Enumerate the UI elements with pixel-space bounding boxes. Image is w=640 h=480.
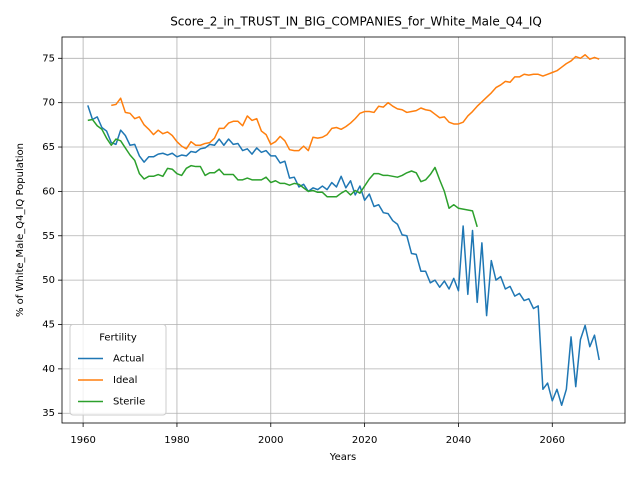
x-tick-label: 1980 [164, 435, 189, 446]
y-tick-label: 55 [42, 231, 55, 242]
data-line [111, 54, 600, 152]
data-line [87, 105, 600, 406]
y-tick-label: 75 [42, 53, 55, 64]
legend-box [69, 324, 167, 416]
legend: Fertility Actual Ideal Sterile [69, 324, 167, 416]
y-axis-label: % of White_Male_Q4_IQ Population [15, 143, 26, 317]
legend-label: Ideal [113, 375, 137, 386]
x-tick-label: 2020 [352, 435, 377, 446]
y-tick-label: 65 [42, 142, 55, 153]
x-tick-label: 1960 [70, 435, 95, 446]
y-tick-label: 45 [42, 320, 55, 331]
legend-label: Sterile [113, 397, 145, 408]
y-tick-label: 35 [42, 408, 55, 419]
y-tick-label: 70 [42, 98, 55, 109]
y-tick-label: 60 [42, 186, 55, 197]
x-tick-label: 2000 [258, 435, 283, 446]
axes-frame [61, 36, 626, 424]
x-axis-label: Years [329, 452, 356, 463]
chart-title: Score_2_in_TRUST_IN_BIG_COMPANIES_for_Wh… [170, 15, 542, 29]
data-line [87, 118, 478, 228]
legend-label: Actual [113, 354, 144, 365]
x-tick-label: 2060 [540, 435, 565, 446]
y-tick-label: 50 [42, 275, 55, 286]
x-tick-label: 2040 [446, 435, 471, 446]
legend-title: Fertility [99, 333, 137, 344]
y-tick-label: 40 [42, 364, 55, 375]
